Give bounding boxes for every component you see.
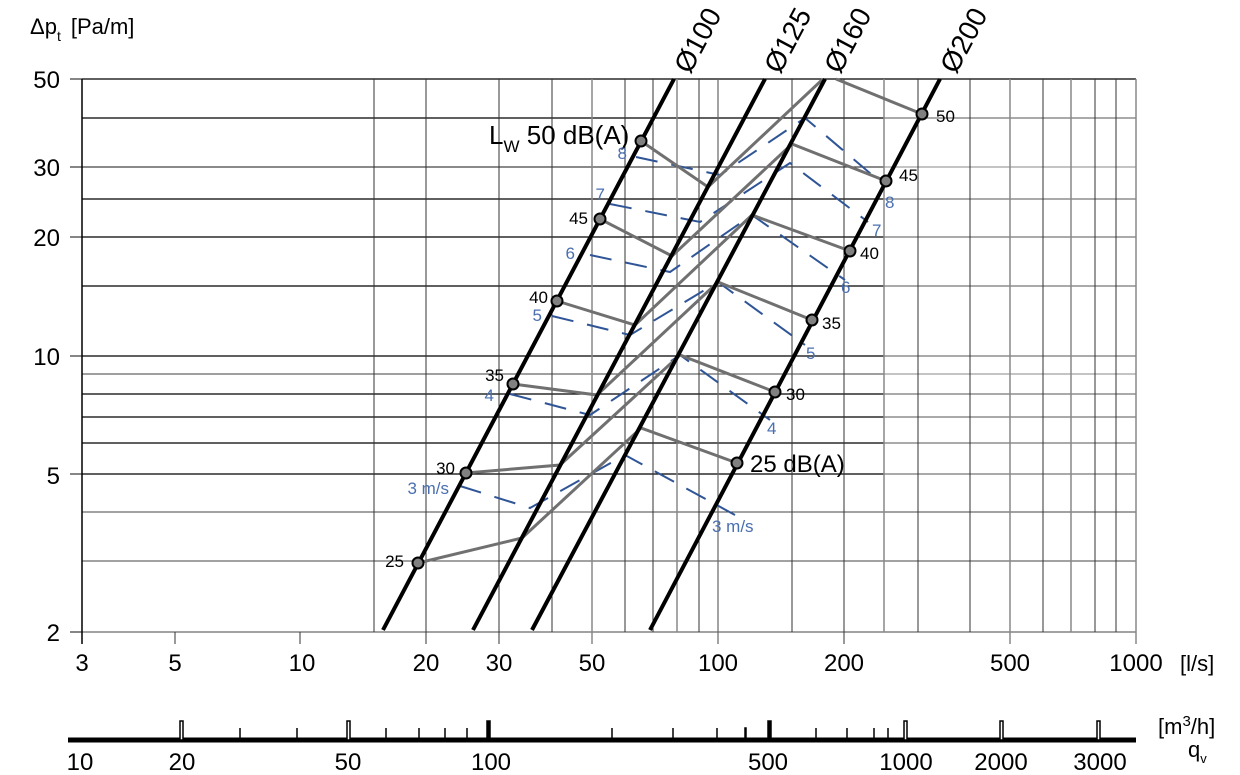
svg-text:45: 45 <box>899 166 918 185</box>
svg-text:35: 35 <box>822 314 841 333</box>
duct-lines <box>381 78 942 631</box>
svg-text:40: 40 <box>529 288 548 307</box>
sound-line-25 <box>417 426 738 565</box>
svg-text:8: 8 <box>618 144 627 163</box>
svg-text:20: 20 <box>413 650 440 677</box>
svg-text:500: 500 <box>748 749 788 775</box>
svg-text:30: 30 <box>33 155 60 182</box>
svg-text:Ø125: Ø125 <box>758 3 818 78</box>
sound-line-50b <box>835 77 923 116</box>
svg-text:6: 6 <box>566 244 575 263</box>
svg-text:3 m/s: 3 m/s <box>712 517 754 536</box>
duct-line-200 <box>648 78 942 631</box>
svg-text:20: 20 <box>33 225 60 252</box>
svg-text:3: 3 <box>75 650 88 677</box>
x-axis-unit: [l/s] <box>1180 651 1214 676</box>
svg-text:100: 100 <box>471 749 511 775</box>
duct-line-160 <box>530 78 827 631</box>
y-tick-labels: 50 30 20 10 5 2 <box>33 67 60 647</box>
duct-labels: Ø100 Ø125 Ø160 Ø200 <box>668 3 994 78</box>
svg-text:5: 5 <box>806 344 815 363</box>
sound-line-40 <box>556 213 851 327</box>
velocity-line-6 <box>589 213 846 281</box>
svg-text:50: 50 <box>936 107 955 126</box>
db25-label: 25 dB(A) <box>750 451 845 478</box>
y-axis-title: Δpt [Pa/m] <box>30 14 134 44</box>
right-db-labels: 30 35 40 45 50 <box>786 107 955 404</box>
svg-text:40: 40 <box>860 244 879 263</box>
x2-q: qv <box>1188 737 1207 766</box>
secondary-axis: 10 20 50 100 500 1000 2000 3000 [m3/h] q… <box>67 713 1216 775</box>
svg-text:30: 30 <box>786 385 805 404</box>
svg-text:100: 100 <box>698 650 738 677</box>
x-tick-labels: 3 5 10 20 30 50 100 200 500 1000 <box>75 650 1162 677</box>
duct-line-100 <box>381 78 676 631</box>
svg-text:50: 50 <box>579 650 606 677</box>
svg-text:4: 4 <box>485 386 494 405</box>
x2-unit: [m3/h] <box>1158 713 1215 739</box>
svg-text:2000: 2000 <box>974 749 1027 775</box>
velocity-line-3 <box>459 453 736 516</box>
svg-text:3 m/s: 3 m/s <box>407 479 449 498</box>
svg-text:7: 7 <box>596 185 605 204</box>
left-db-labels: 25 30 35 40 45 <box>385 209 588 571</box>
lw-label: LW 50 dB(A) <box>489 120 629 156</box>
svg-text:45: 45 <box>569 209 588 228</box>
horizontal-grid <box>82 78 1136 633</box>
velocity-line-4 <box>509 353 771 421</box>
svg-text:5: 5 <box>168 650 181 677</box>
svg-text:Ø160: Ø160 <box>818 3 878 78</box>
svg-text:Ø200: Ø200 <box>934 3 994 78</box>
sound-line-45 <box>599 142 887 258</box>
svg-text:500: 500 <box>990 650 1030 677</box>
velocity-line-7 <box>609 161 869 224</box>
velocity-line-5 <box>551 280 806 346</box>
svg-text:50: 50 <box>33 67 60 94</box>
sound-line-30 <box>465 353 776 475</box>
svg-text:25: 25 <box>385 552 404 571</box>
svg-text:10: 10 <box>289 650 316 677</box>
svg-text:20: 20 <box>169 749 196 775</box>
left-velocity-labels: 3 m/s 4 5 6 7 8 <box>407 144 627 498</box>
sound-points <box>411 107 929 570</box>
svg-text:1000: 1000 <box>879 749 932 775</box>
sound-lines <box>417 77 923 565</box>
svg-text:1000: 1000 <box>1109 650 1162 677</box>
svg-text:2: 2 <box>47 620 60 647</box>
right-velocity-labels: 3 m/s 4 5 6 7 8 <box>712 193 894 536</box>
svg-text:3000: 3000 <box>1073 749 1126 775</box>
svg-text:4: 4 <box>767 419 776 438</box>
sound-line-35 <box>512 280 813 397</box>
svg-text:35: 35 <box>485 366 504 385</box>
svg-text:Ø100: Ø100 <box>668 3 728 78</box>
duct-line-125 <box>471 78 767 631</box>
svg-text:10: 10 <box>33 344 60 371</box>
svg-text:5: 5 <box>47 463 60 490</box>
svg-text:10: 10 <box>67 749 94 775</box>
svg-text:5: 5 <box>533 306 542 325</box>
svg-text:200: 200 <box>824 650 864 677</box>
svg-text:30: 30 <box>486 650 513 677</box>
svg-text:30: 30 <box>436 459 455 478</box>
svg-text:6: 6 <box>841 278 850 297</box>
svg-text:50: 50 <box>335 749 362 775</box>
svg-text:7: 7 <box>872 221 881 240</box>
svg-text:8: 8 <box>885 193 894 212</box>
vertical-grid <box>81 79 1137 644</box>
y-ticks <box>70 78 82 633</box>
